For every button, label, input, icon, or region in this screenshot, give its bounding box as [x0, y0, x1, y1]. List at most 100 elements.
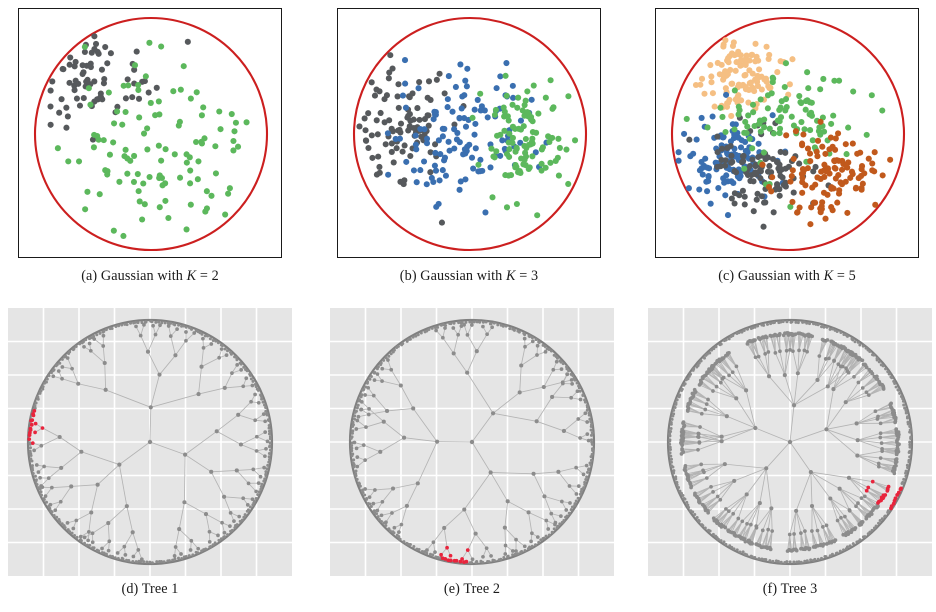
tree-node	[154, 320, 158, 324]
tree-node	[585, 420, 590, 424]
scatter-point	[187, 95, 194, 102]
scatter-point	[722, 192, 729, 199]
tree-edge	[857, 455, 880, 468]
scatter-point	[703, 178, 710, 185]
tree-node	[871, 353, 874, 357]
scatter-point	[176, 118, 183, 125]
scatter-point	[728, 178, 735, 185]
tree-node	[545, 347, 549, 351]
tree-node	[359, 399, 364, 404]
scatter-point	[144, 146, 151, 153]
tree-node	[542, 494, 547, 499]
scatter-point	[388, 148, 395, 155]
scatter-point	[203, 188, 210, 195]
tree-edge	[765, 441, 791, 469]
tree-node	[381, 419, 386, 424]
tree-node	[696, 447, 700, 452]
tree-node	[242, 365, 246, 369]
scatter-point	[135, 188, 142, 195]
highlight-node	[870, 479, 875, 484]
scatter-point	[705, 173, 712, 181]
tree-node	[147, 439, 153, 445]
highlight-node	[40, 426, 45, 430]
scatter-point	[755, 57, 762, 64]
scatter-point	[436, 70, 443, 77]
caption-prefix: (c) Gaussian with	[718, 268, 824, 284]
tree-edge	[774, 352, 786, 376]
tree-edge	[829, 498, 846, 517]
tree-node	[172, 554, 177, 558]
tree-node	[355, 477, 359, 481]
scatter-point	[409, 90, 416, 97]
subfigure-c: (c) Gaussian with K = 5	[655, 0, 919, 300]
tree-node	[350, 441, 354, 445]
tree-edge	[412, 408, 438, 442]
tree-node	[384, 408, 390, 414]
scatter-point	[441, 125, 448, 132]
scatter-point	[155, 142, 162, 149]
scatter-point	[806, 150, 814, 157]
tree-edge	[519, 386, 544, 393]
tree-node	[167, 559, 171, 563]
scatter-point	[693, 136, 700, 143]
tree-node	[442, 525, 447, 531]
scatter-point	[821, 128, 828, 135]
scatter-point	[789, 198, 796, 205]
tree-edge	[59, 436, 82, 453]
tree-edge	[811, 505, 827, 526]
tree-node	[674, 402, 678, 406]
tree-edge	[857, 432, 881, 441]
tree-node	[718, 343, 722, 347]
tree-node	[253, 418, 257, 423]
tree-node	[864, 390, 869, 395]
tree-edge	[528, 512, 533, 534]
scatter-point	[675, 149, 682, 156]
tree-node	[850, 337, 854, 341]
tree-edge	[797, 350, 805, 374]
tree-node	[209, 545, 213, 549]
tree-node	[166, 324, 171, 328]
tree-node	[354, 469, 358, 473]
tree-node	[352, 458, 356, 462]
tree-edge	[881, 440, 897, 444]
tree-edge	[716, 386, 737, 399]
tree-node	[832, 358, 836, 363]
scatter-point	[416, 79, 423, 86]
tree-edge	[797, 350, 800, 374]
tree-node	[382, 521, 386, 525]
tree-node	[487, 560, 491, 564]
tree-edge	[149, 441, 186, 456]
scatter-point	[871, 149, 878, 156]
tree-node	[681, 424, 686, 429]
scatter-point	[749, 156, 756, 163]
tree-edge	[804, 530, 810, 549]
scatter-point	[716, 71, 723, 78]
scatter-point	[686, 136, 693, 143]
cluster-gray	[686, 114, 832, 230]
scatter-point	[56, 109, 63, 116]
highlight-node	[866, 485, 871, 490]
tree-node	[711, 389, 715, 393]
tree-edge	[552, 396, 572, 399]
tree-node	[583, 398, 587, 402]
tree-node	[669, 460, 673, 464]
tree-edge	[755, 357, 770, 377]
tree-node	[350, 446, 354, 450]
scatter-point	[110, 139, 117, 146]
scatter-point	[427, 149, 434, 156]
tree-node	[60, 522, 64, 526]
scatter-point	[525, 165, 532, 173]
tree-node	[861, 362, 866, 367]
tree-node	[365, 381, 369, 385]
caption-symbol-k: K	[823, 268, 834, 284]
scatter-point	[777, 58, 784, 65]
scatter-point	[186, 154, 193, 161]
tree-node	[430, 326, 434, 330]
tree-node	[516, 329, 520, 333]
tree-node	[862, 494, 867, 499]
tree-edge	[721, 427, 756, 442]
scatter-point	[539, 144, 546, 151]
tree-edge	[467, 334, 478, 352]
scatter-point	[431, 108, 438, 115]
tree-node	[677, 395, 681, 399]
